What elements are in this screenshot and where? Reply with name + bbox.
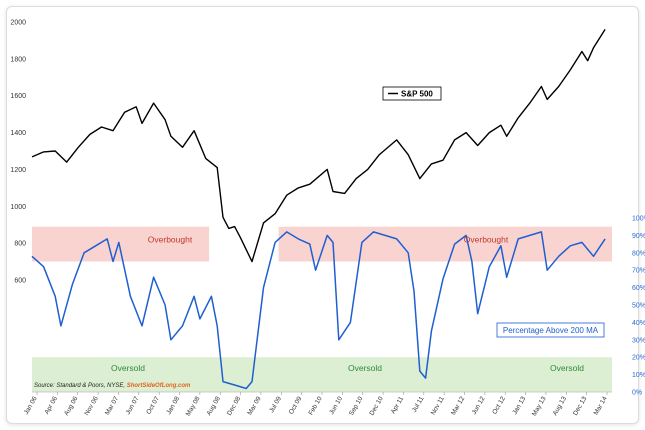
source-note: Source: Standard & Poors, NYSE, ShortSid… — [34, 383, 191, 389]
x-tick-label: Jun 07 — [125, 395, 141, 416]
x-tick-label: Jan 13 — [511, 395, 527, 416]
x-tick-label: Aug 06 — [63, 395, 80, 417]
y-left-tick-label: 800 — [14, 241, 26, 248]
y-right-tick-label: 80% — [632, 250, 645, 257]
x-tick-label: Jun 12 — [471, 395, 487, 416]
oversold-zone — [32, 357, 612, 392]
y-right-tick-label: 60% — [632, 285, 645, 292]
x-tick-label: Dec 08 — [226, 395, 243, 417]
x-tick-label: Jul 09 — [268, 395, 283, 414]
y-right-tick-label: 30% — [632, 337, 645, 344]
y-left-tick-label: 1200 — [10, 167, 26, 174]
legend-label-pct: Percentage Above 200 MA — [503, 326, 599, 335]
x-tick-label: Apr 06 — [43, 395, 59, 415]
x-tick-label: Feb 10 — [308, 395, 324, 416]
x-tick-label: Apr 11 — [390, 395, 406, 415]
x-tick-label: Oct 09 — [288, 395, 304, 415]
x-tick-label: Mar 07 — [104, 395, 120, 416]
chart-card — [6, 6, 639, 424]
y-left-tick-label: 2000 — [10, 20, 26, 27]
x-tick-label: Nov 11 — [430, 395, 446, 416]
legend-label-sp500: S&P 500 — [401, 90, 433, 99]
x-tick-label: Mar 14 — [593, 395, 609, 416]
x-tick-label: Jan 06 — [23, 395, 39, 416]
y-right-tick-label: 70% — [632, 268, 645, 275]
legend-sp500: S&P 500 — [382, 86, 442, 101]
x-tick-label: Jan 08 — [165, 395, 181, 416]
x-tick-label: Sep 10 — [348, 395, 365, 417]
legend-box — [496, 322, 605, 338]
y-left-tick-label: 1000 — [10, 204, 26, 211]
y-right-tick-label: 10% — [632, 372, 645, 379]
oversold-label: Oversold — [550, 363, 584, 373]
x-tick-label: May 13 — [531, 395, 548, 417]
overbought-label: Overbought — [464, 235, 509, 245]
oversold-label: Oversold — [111, 363, 145, 373]
overbought-zone — [32, 226, 210, 262]
x-tick-label: May 08 — [185, 395, 202, 417]
legend-pct: Percentage Above 200 MA — [496, 322, 605, 338]
y-left-tick-label: 600 — [14, 278, 26, 285]
x-tick-label: Mar 09 — [246, 395, 262, 416]
y-right-tick-label: 20% — [632, 355, 645, 362]
y-right-tick-label: 50% — [632, 303, 645, 310]
pct-above-200ma-line — [31, 231, 606, 390]
x-tick-label: Dec 13 — [572, 395, 589, 417]
y-right-tick-label: 100% — [632, 216, 645, 223]
source-link[interactable]: ShortSideOfLong.com — [127, 383, 191, 389]
x-tick-label: Aug 13 — [552, 395, 569, 417]
x-tick-label: Jun 10 — [328, 395, 344, 416]
series-layer — [31, 29, 606, 390]
x-tick-label: Oct 07 — [145, 395, 161, 415]
x-tick-label: Dec 10 — [368, 395, 385, 417]
sp500-line — [31, 29, 606, 263]
y-left-tick-label: 1400 — [10, 130, 26, 137]
y-right-tick-label: 40% — [632, 320, 645, 327]
x-tick-label: Aug 08 — [206, 395, 223, 417]
y-left-tick-label: 1600 — [10, 93, 26, 100]
axis-layer — [32, 391, 612, 395]
x-tick-label: Nov 06 — [83, 395, 100, 417]
overbought-label: Overbought — [148, 235, 193, 245]
x-tick-label: Mar 12 — [450, 395, 466, 416]
overbought-zone — [278, 226, 612, 262]
y-right-tick-label: 90% — [632, 233, 645, 240]
x-tick-label: Oct 12 — [491, 395, 507, 415]
legend-box — [382, 86, 442, 101]
oversold-label: Oversold — [348, 363, 382, 373]
zone-layer — [32, 226, 612, 392]
y-right-tick-label: 0% — [632, 390, 642, 397]
x-tick-label: Jul 11 — [411, 395, 426, 413]
y-left-tick-label: 1800 — [10, 56, 26, 63]
